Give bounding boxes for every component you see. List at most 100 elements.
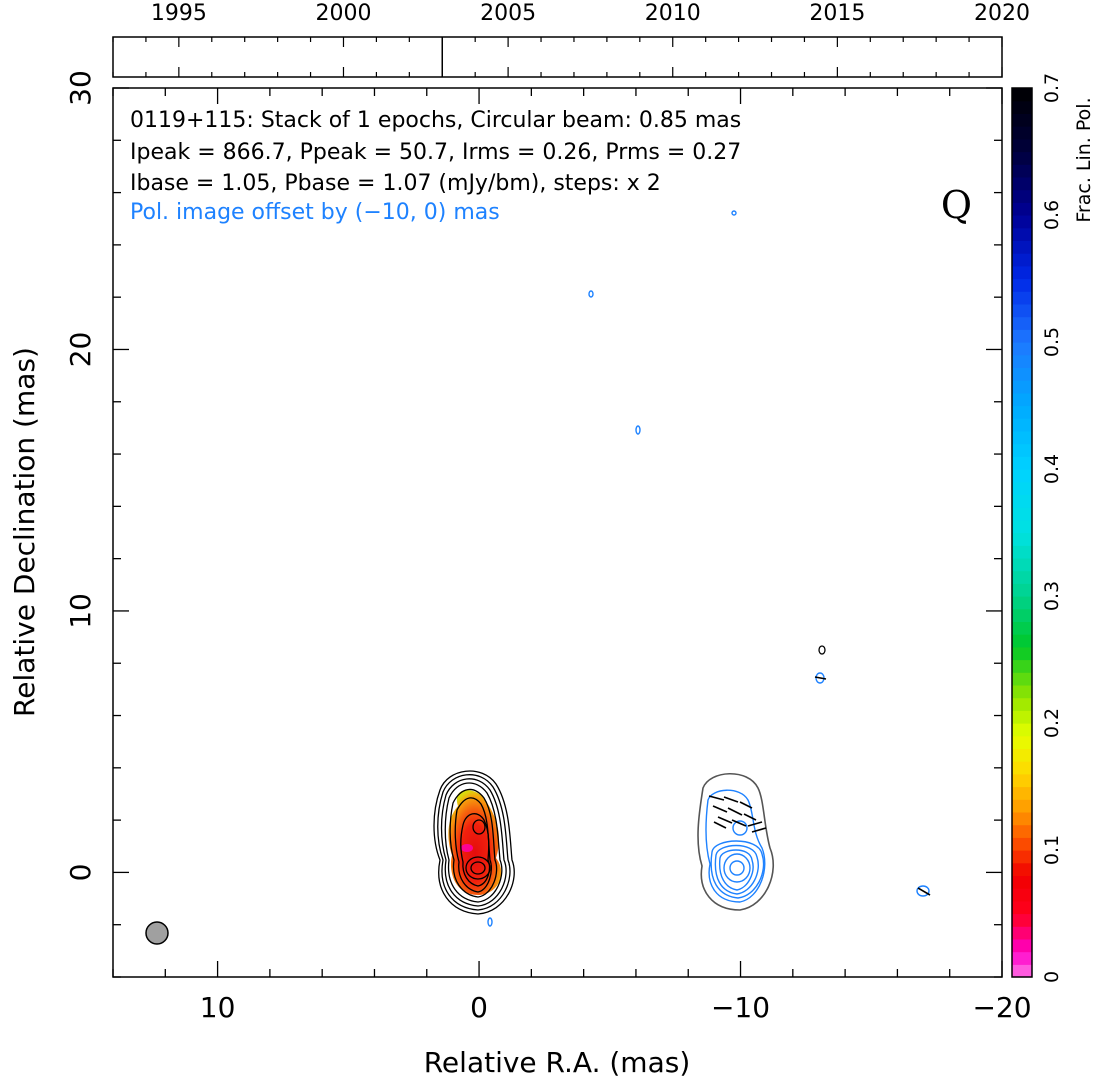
y-tick-label: 0 <box>64 863 97 881</box>
plot-frame <box>112 87 1003 978</box>
x-tick-label: 0 <box>470 991 488 1024</box>
y-tick-label: 20 <box>64 332 97 368</box>
colorbar-band <box>1012 176 1032 191</box>
colorbar-band <box>1012 697 1032 711</box>
colorbar-band <box>1012 723 1032 737</box>
colorbar-band <box>1012 748 1032 762</box>
colorbar-band <box>1012 481 1032 495</box>
colorbar-gradient <box>1012 88 1032 978</box>
stokes-i-contours <box>433 645 826 915</box>
colorbar-tick-label: 0 <box>1041 971 1063 983</box>
axis-ticks <box>112 87 1003 978</box>
colorbar-band <box>1012 735 1032 749</box>
colorbar-band <box>1012 392 1032 407</box>
colorbar-band <box>1012 469 1032 483</box>
colorbar-band <box>1012 557 1032 572</box>
colorbar-band <box>1012 494 1032 508</box>
colorbar-band <box>1012 519 1032 534</box>
colorbar-band <box>1012 837 1032 851</box>
colorbar-band <box>1012 303 1032 318</box>
colorbar-tick-label: 0.1 <box>1041 835 1063 865</box>
colorbar-band <box>1012 151 1032 165</box>
colorbar-band <box>1012 786 1032 800</box>
colorbar-tick-label: 0.6 <box>1041 200 1063 230</box>
colorbar-band <box>1012 964 1032 978</box>
colorbar-band <box>1012 253 1032 267</box>
colorbar-band <box>1012 799 1032 813</box>
colorbar-band <box>1012 265 1032 280</box>
x-tick-label: −20 <box>972 991 1031 1024</box>
colorbar-band <box>1012 430 1032 445</box>
time-tick-label: 1995 <box>151 1 207 26</box>
colorbar-tick-label: 0.3 <box>1041 581 1063 611</box>
axis-tick-labels: 10 0 −10 −20 0 10 20 30 <box>64 70 1032 1024</box>
x-tick-label: 10 <box>200 991 236 1024</box>
colorbar-band <box>1012 113 1032 127</box>
pol-envelope-contour <box>697 773 775 911</box>
colorbar-band <box>1012 342 1032 356</box>
beam-ellipse <box>145 921 169 945</box>
info-line-3: Ibase = 1.05, Pbase = 1.07 (mJy/bm), ste… <box>130 171 661 196</box>
info-line-1: 0119+115: Stack of 1 epochs, Circular be… <box>130 108 741 133</box>
time-tick-label: 2015 <box>809 1 865 26</box>
frac-pol-fill <box>448 790 502 896</box>
colorbar-band <box>1012 507 1032 521</box>
colorbar: 0 0.1 0.2 0.3 0.4 0.5 0.6 0.7 Frac. Lin. Pol. <box>1011 73 1095 983</box>
colorbar-band <box>1012 938 1032 953</box>
colorbar-band <box>1012 456 1032 470</box>
colorbar-band <box>1012 608 1032 622</box>
colorbar-band <box>1012 532 1032 546</box>
colorbar-band <box>1012 900 1032 915</box>
colorbar-band <box>1012 545 1032 559</box>
time-axis-strip: 1995 2000 2005 2010 2015 2020 <box>112 1 1030 78</box>
polarization-contours <box>487 210 931 927</box>
y-tick-label: 30 <box>64 70 97 106</box>
colorbar-band <box>1012 672 1032 686</box>
band-label: Q <box>941 183 972 227</box>
x-axis-label: Relative R.A. (mas) <box>424 1046 691 1079</box>
colorbar-band <box>1012 291 1032 305</box>
colorbar-band <box>1012 583 1032 597</box>
colorbar-band <box>1012 227 1032 241</box>
colorbar-band <box>1012 126 1032 140</box>
colorbar-band <box>1012 570 1032 584</box>
info-line-2: Ipeak = 866.7, Ppeak = 50.7, Irms = 0.26… <box>130 140 741 165</box>
colorbar-band <box>1012 888 1032 902</box>
colorbar-label: Frac. Lin. Pol. <box>1073 97 1095 222</box>
colorbar-band <box>1012 367 1032 381</box>
colorbar-band <box>1012 380 1032 394</box>
plot-content <box>145 210 931 945</box>
colorbar-band <box>1012 164 1032 178</box>
colorbar-band <box>1012 354 1032 368</box>
colorbar-band <box>1012 405 1032 419</box>
colorbar-band <box>1012 710 1032 724</box>
colorbar-band <box>1012 761 1032 775</box>
colorbar-band <box>1012 418 1032 432</box>
colorbar-tick-label: 0.2 <box>1041 708 1063 738</box>
time-tick-label: 2000 <box>315 1 371 26</box>
colorbar-tick-label: 0.7 <box>1041 73 1063 103</box>
colorbar-tick-label: 0.4 <box>1041 454 1063 484</box>
colorbar-band <box>1012 773 1032 788</box>
colorbar-band <box>1012 100 1032 114</box>
colorbar-band <box>1012 951 1032 965</box>
evpa-vectors <box>708 676 931 896</box>
x-tick-label: −10 <box>711 991 770 1024</box>
colorbar-band <box>1012 202 1032 216</box>
colorbar-band <box>1012 329 1032 343</box>
colorbar-band <box>1012 850 1032 864</box>
colorbar-band <box>1012 684 1032 699</box>
time-tick-label: 2010 <box>645 1 701 26</box>
time-axis-box <box>112 36 1003 78</box>
colorbar-band <box>1012 875 1032 889</box>
colorbar-band <box>1012 443 1032 457</box>
colorbar-band <box>1012 824 1032 838</box>
colorbar-band <box>1012 189 1032 203</box>
colorbar-tick-labels: 0 0.1 0.2 0.3 0.4 0.5 0.6 0.7 <box>1041 73 1063 983</box>
colorbar-band <box>1012 88 1032 102</box>
colorbar-band <box>1012 316 1032 330</box>
time-tick-label: 2005 <box>480 1 536 26</box>
time-tick-label: 2020 <box>974 1 1030 26</box>
pol-offset-note: Pol. image offset by (−10, 0) mas <box>130 200 500 225</box>
